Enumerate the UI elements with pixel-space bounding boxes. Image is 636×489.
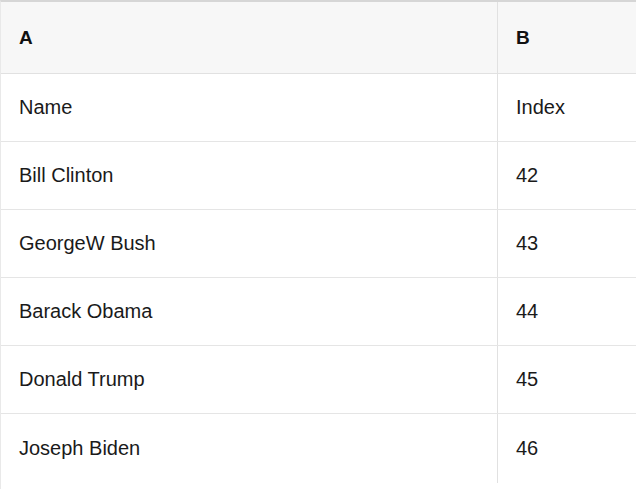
cell-name-text: Barack Obama xyxy=(19,300,152,323)
table-row: GeorgeW Bush 43 xyxy=(1,210,636,278)
cell-name-text: Name xyxy=(19,96,72,119)
cell-index[interactable]: 44 xyxy=(498,278,636,345)
cell-name-text: Joseph Biden xyxy=(19,437,140,460)
table-row: Barack Obama 44 xyxy=(1,278,636,346)
cell-index-text: 42 xyxy=(516,164,538,187)
table-row: Donald Trump 45 xyxy=(1,346,636,414)
cell-index-text: 45 xyxy=(516,368,538,391)
cell-name-text: Donald Trump xyxy=(19,368,145,391)
spreadsheet-preview: A B Name Index Bill Clinton 42 GeorgeW B… xyxy=(0,0,636,489)
column-header-b[interactable]: B xyxy=(498,2,636,73)
cell-name[interactable]: Barack Obama xyxy=(1,278,498,345)
cell-index-text: Index xyxy=(516,96,565,119)
cell-index[interactable]: 45 xyxy=(498,346,636,413)
column-header-a-label: A xyxy=(19,27,33,49)
cell-index[interactable]: 46 xyxy=(498,414,636,483)
cell-index[interactable]: 42 xyxy=(498,142,636,209)
cell-index[interactable]: Index xyxy=(498,74,636,141)
column-header-b-label: B xyxy=(516,27,530,49)
cell-index-text: 44 xyxy=(516,300,538,323)
table-row: Name Index xyxy=(1,74,636,142)
column-header-a[interactable]: A xyxy=(1,2,498,73)
cell-name[interactable]: Donald Trump xyxy=(1,346,498,413)
table-row: Joseph Biden 46 xyxy=(1,414,636,483)
cell-index-text: 43 xyxy=(516,232,538,255)
column-header-row: A B xyxy=(1,2,636,74)
cell-name[interactable]: Bill Clinton xyxy=(1,142,498,209)
cell-name-text: GeorgeW Bush xyxy=(19,232,156,255)
cell-name-text: Bill Clinton xyxy=(19,164,113,187)
cell-index-text: 46 xyxy=(516,437,538,460)
cell-name[interactable]: GeorgeW Bush xyxy=(1,210,498,277)
table-row: Bill Clinton 42 xyxy=(1,142,636,210)
cell-name[interactable]: Joseph Biden xyxy=(1,414,498,483)
cell-name[interactable]: Name xyxy=(1,74,498,141)
cell-index[interactable]: 43 xyxy=(498,210,636,277)
